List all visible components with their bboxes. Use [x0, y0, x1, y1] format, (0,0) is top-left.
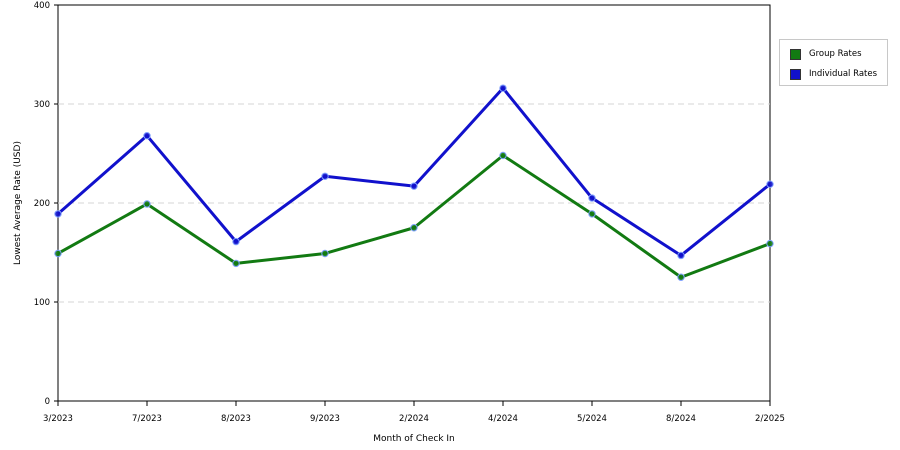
y-axis-title: Lowest Average Rate (USD) — [13, 141, 23, 265]
x-tick-label: 7/2023 — [132, 414, 162, 424]
y-tick-label: 0 — [45, 397, 50, 407]
x-tick-label: 5/2024 — [577, 414, 607, 424]
data-point-group-rates — [499, 151, 507, 160]
x-tick-label: 8/2023 — [221, 414, 251, 424]
data-point-group-rates — [766, 239, 774, 248]
legend-label-group-rates: Group Rates — [809, 49, 862, 59]
y-tick-label: 300 — [34, 100, 50, 110]
data-point-individual-rates — [54, 210, 62, 218]
x-tick-label: 9/2023 — [310, 414, 340, 424]
data-point-group-rates — [677, 273, 685, 281]
x-axis-ticks: 3/2023 7/2023 8/2023 9/2023 2/2024 4/2024 5/20… — [43, 401, 785, 424]
data-point-group-rates — [588, 210, 596, 218]
x-tick-label: 8/2024 — [666, 414, 696, 424]
x-tick-label: 2/2025 — [755, 414, 785, 424]
x-axis-title: Month of Check In — [373, 434, 455, 444]
x-tick-label: 3/2023 — [43, 414, 73, 424]
data-point-group-rates — [232, 259, 240, 268]
data-point-individual-rates — [588, 194, 596, 202]
data-point-group-rates — [410, 224, 418, 232]
x-tick-label: 4/2024 — [488, 414, 518, 424]
legend: Group Rates Individual Rates — [779, 39, 888, 86]
data-point-group-rates — [143, 200, 151, 208]
data-point-individual-rates — [499, 84, 507, 92]
data-point-individual-rates — [143, 131, 151, 140]
data-point-group-rates — [54, 249, 62, 258]
data-point-individual-rates — [232, 237, 240, 246]
x-tick-label: 2/2024 — [399, 414, 429, 424]
series-lines — [54, 84, 774, 281]
y-axis-ticks: 0 100 200 300 400 — [34, 1, 58, 407]
data-point-individual-rates — [677, 251, 685, 260]
y-tick-label: 200 — [34, 199, 50, 209]
data-point-individual-rates — [410, 182, 418, 190]
y-tick-label: 100 — [34, 298, 50, 308]
legend-item-group-rates: Group Rates — [790, 47, 862, 61]
y-tick-label: 400 — [34, 1, 50, 11]
legend-swatch-group-rates — [790, 48, 801, 60]
legend-label-individual-rates: Individual Rates — [809, 69, 878, 79]
data-point-group-rates — [321, 249, 329, 258]
legend-item-individual-rates: Individual Rates — [790, 67, 877, 81]
data-point-individual-rates — [321, 172, 329, 180]
gridlines — [58, 103, 770, 303]
data-point-individual-rates — [766, 180, 774, 188]
legend-swatch-individual-rates — [790, 68, 801, 80]
